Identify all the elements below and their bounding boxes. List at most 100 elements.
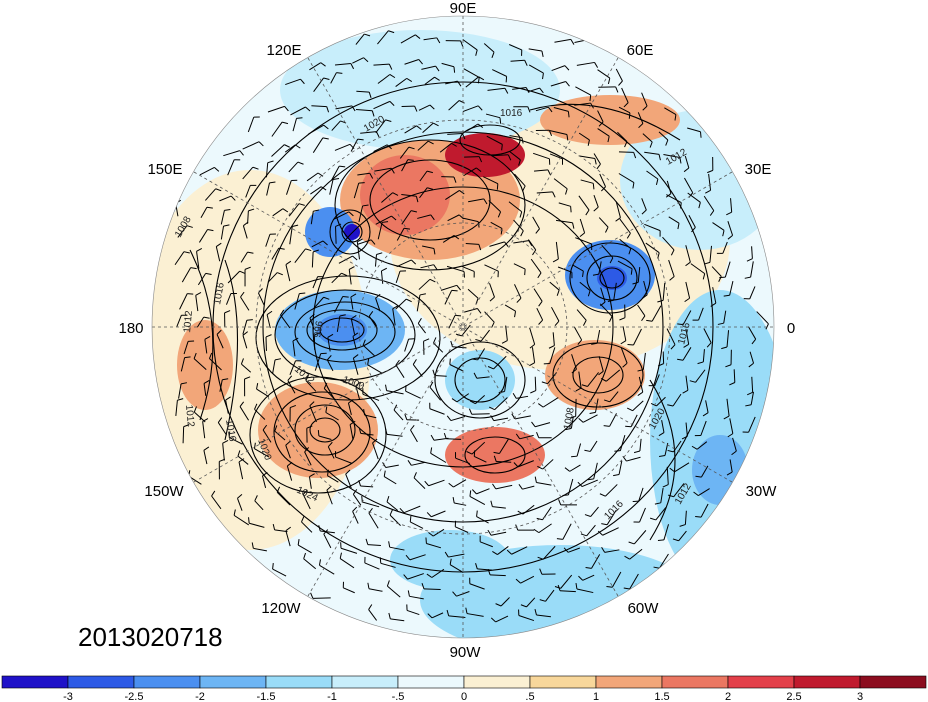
- graticule: [152, 16, 774, 638]
- wind-barb-flag: [403, 227, 411, 230]
- wind-barb: [406, 609, 420, 616]
- wind-barb-flag: [476, 510, 478, 517]
- wind-barb: [554, 38, 571, 43]
- wind-barb: [399, 146, 410, 159]
- wind-barb-flag: [388, 30, 395, 34]
- wind-barb-flag: [385, 428, 388, 435]
- wind-barb-flag: [339, 314, 346, 317]
- wind-barb-flag: [276, 486, 281, 493]
- map-disk: 1016 1020 1012 1008 1016 1012 996 1012 1…: [152, 16, 774, 638]
- wind-barb: [266, 182, 270, 196]
- wind-barb: [374, 167, 392, 172]
- wind-barb-flag: [537, 272, 542, 279]
- wind-barb: [420, 264, 434, 269]
- wind-barb-flag: [513, 462, 519, 468]
- wind-barb: [597, 69, 611, 79]
- wind-barb-flag: [429, 381, 434, 388]
- wind-barb: [476, 488, 490, 495]
- wind-barb-flag: [448, 482, 454, 488]
- wind-barb: [462, 105, 479, 113]
- wind-barb: [285, 445, 291, 459]
- wind-barb-flag: [216, 242, 222, 247]
- wind-barb-flag: [208, 352, 213, 359]
- wind-barb: [422, 245, 435, 249]
- wind-barb: [375, 215, 392, 225]
- wind-barb: [696, 441, 708, 450]
- wind-barb-flag: [253, 442, 256, 449]
- wind-barb: [271, 144, 285, 157]
- wind-barb: [490, 531, 507, 536]
- wind-barb-flag: [432, 122, 439, 127]
- wind-barb: [582, 414, 598, 423]
- anomaly-region-hudson-bay-warm: [445, 427, 545, 483]
- wind-barb-flag: [591, 38, 596, 45]
- wind-barb-flag: [670, 344, 676, 350]
- wind-barb-flag: [368, 311, 374, 317]
- wind-barb: [659, 553, 669, 569]
- wind-barb-flag: [274, 425, 278, 432]
- anomaly-region-middle-east-warm: [540, 95, 680, 145]
- isobar: [454, 357, 506, 403]
- wind-barb-flag: [217, 417, 223, 423]
- wind-barb-flag: [524, 60, 528, 66]
- wind-barb-flag: [729, 382, 736, 386]
- wind-barb: [598, 356, 604, 372]
- wind-barb: [709, 245, 713, 263]
- wind-barb: [242, 335, 248, 349]
- wind-barb-flag: [607, 299, 614, 303]
- wind-barb: [750, 391, 754, 405]
- wind-barb: [527, 87, 540, 93]
- wind-barb: [578, 371, 582, 389]
- wind-barb: [490, 221, 503, 229]
- wind-barb: [475, 394, 485, 405]
- wind-barb-flag: [537, 465, 543, 470]
- wind-barb: [574, 102, 591, 106]
- wind-barb: [641, 198, 647, 211]
- wind-barb: [732, 437, 737, 452]
- wind-barb: [663, 154, 680, 159]
- isobar: [586, 255, 638, 301]
- colorbar-tick-label: .5: [525, 691, 534, 702]
- wind-barb: [685, 422, 688, 437]
- meridian: [193, 171, 733, 483]
- wind-barb-flag: [318, 525, 321, 532]
- wind-barb: [385, 464, 399, 468]
- wind-barb: [591, 554, 601, 569]
- wind-barb-flag: [219, 458, 226, 462]
- wind-barb-flag: [251, 542, 254, 549]
- wind-barb: [751, 376, 754, 393]
- wind-barb-flag: [607, 136, 610, 143]
- wind-barb: [573, 326, 583, 341]
- wind-barb: [418, 278, 431, 290]
- wind-barb-flag: [300, 78, 305, 85]
- wind-barb: [419, 187, 428, 199]
- wind-barb: [617, 260, 633, 270]
- wind-barb-flag: [434, 76, 440, 81]
- wind-barb-flag: [444, 551, 449, 558]
- wind-barb-flag: [667, 404, 674, 407]
- wind-barb: [727, 221, 734, 236]
- wind-barb: [622, 326, 627, 341]
- wind-barb: [305, 380, 317, 392]
- wind-barb: [578, 155, 596, 160]
- wind-barb-flag: [247, 251, 254, 254]
- wind-barb-flag: [577, 481, 583, 487]
- wind-barb: [364, 562, 380, 570]
- wind-barb: [493, 355, 507, 370]
- wind-barb: [660, 488, 664, 503]
- wind-barb: [479, 541, 493, 548]
- wind-barb: [668, 216, 680, 224]
- wind-barb: [297, 544, 312, 554]
- wind-barb-flag: [429, 104, 435, 110]
- wind-barb: [386, 433, 403, 437]
- wind-barb-flag: [237, 493, 243, 499]
- wind-barb-flag: [603, 399, 610, 403]
- wind-barb-flag: [451, 142, 457, 147]
- wind-barb-flag: [426, 512, 432, 518]
- wind-barb: [490, 574, 506, 577]
- wind-barb: [476, 376, 490, 379]
- isobar: [552, 342, 644, 408]
- wind-barb: [674, 462, 690, 473]
- wind-barb: [227, 270, 241, 284]
